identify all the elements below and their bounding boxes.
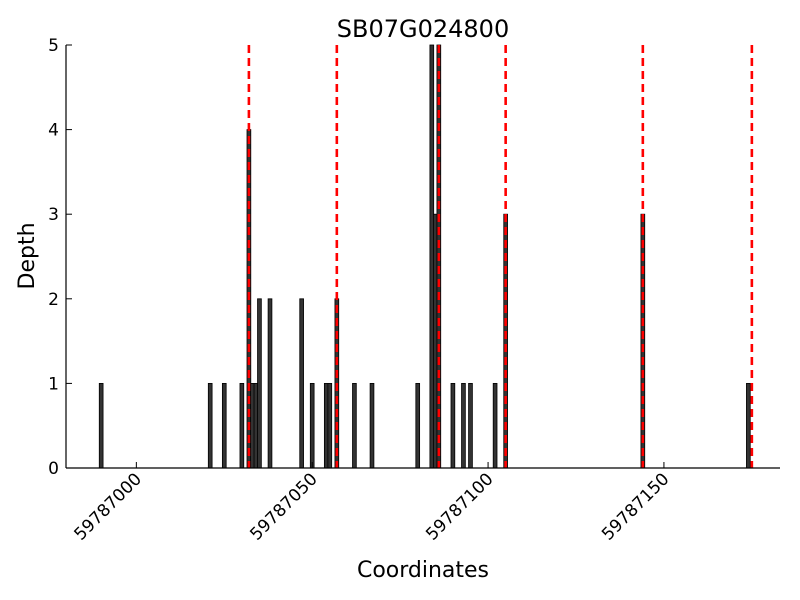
bar-7 <box>257 298 262 469</box>
bar-3 <box>239 382 245 469</box>
y-tick-label-5: 5 <box>48 36 59 56</box>
bar-8 <box>267 298 273 469</box>
y-tick-label-4: 4 <box>48 121 59 141</box>
bar-10 <box>309 382 315 469</box>
chart-title: SB07G024800 <box>337 15 509 43</box>
y-tick-label-0: 0 <box>48 459 59 479</box>
bars-layer <box>98 44 751 469</box>
y-axis-label: Depth <box>15 222 40 289</box>
bar-15 <box>369 382 375 469</box>
y-tick-label-2: 2 <box>48 290 59 310</box>
x-tick-label-2: 59787100 <box>422 469 497 544</box>
bar-26 <box>746 382 751 469</box>
bar-14 <box>352 382 357 469</box>
y-tick-label-1: 1 <box>48 374 59 394</box>
bar-0 <box>98 382 104 469</box>
x-tick-label-0: 59787000 <box>71 469 146 544</box>
bar-22 <box>468 382 473 469</box>
x-tick-label-3: 59787150 <box>598 469 673 544</box>
bar-1 <box>207 382 213 469</box>
bar-16 <box>415 382 421 469</box>
x-tick-label-1: 59787050 <box>246 469 321 544</box>
y-ticks-layer: 0 1 2 3 4 5 <box>48 36 72 479</box>
marker-lines-layer <box>247 45 754 468</box>
x-ticks-layer: 59787000 59787050 59787100 59787150 <box>71 462 673 545</box>
bar-21 <box>461 382 466 469</box>
bar-20 <box>450 382 456 469</box>
bar-9 <box>299 298 304 469</box>
bar-2 <box>221 382 227 469</box>
x-axis-label: Coordinates <box>357 558 489 583</box>
y-tick-label-3: 3 <box>48 205 59 225</box>
bar-12 <box>327 382 333 469</box>
bar-23 <box>492 382 498 469</box>
